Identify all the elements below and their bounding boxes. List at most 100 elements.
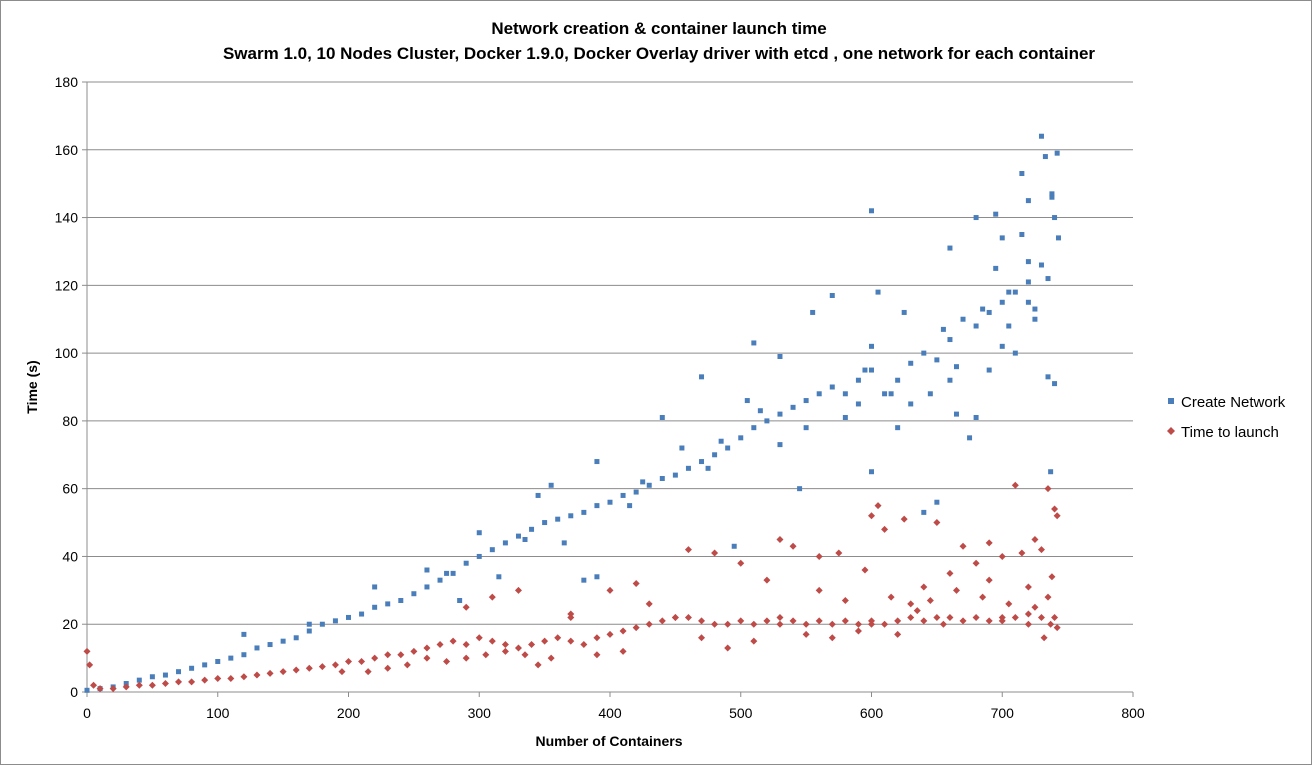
data-point-time-to-launch: [724, 644, 732, 652]
data-point-create-network: [940, 326, 946, 332]
data-point-create-network: [535, 492, 541, 498]
data-point-time-to-launch: [894, 617, 902, 625]
data-point-time-to-launch: [632, 580, 640, 588]
data-point-create-network: [149, 674, 155, 680]
data-point-create-network: [816, 391, 822, 397]
data-point-time-to-launch: [776, 536, 784, 543]
data-point-time-to-launch: [763, 617, 771, 625]
data-point-create-network: [869, 343, 874, 349]
data-point-time-to-launch: [828, 620, 836, 628]
data-point-time-to-launch: [1044, 485, 1052, 493]
data-point-create-network: [967, 435, 973, 441]
data-point-time-to-launch: [946, 613, 954, 621]
data-point-time-to-launch: [750, 620, 758, 628]
data-point-time-to-launch: [907, 613, 915, 621]
data-point-time-to-launch: [279, 668, 287, 676]
data-point-time-to-launch: [606, 630, 614, 638]
data-point-time-to-launch: [619, 647, 627, 655]
data-point-create-network: [1032, 306, 1038, 312]
data-point-time-to-launch: [711, 549, 719, 557]
x-axis-label: Number of Containers: [535, 733, 682, 749]
data-point-create-network: [921, 350, 927, 356]
data-point-time-to-launch: [828, 634, 836, 642]
data-point-create-network: [777, 354, 783, 359]
data-point-time-to-launch: [318, 663, 326, 671]
data-point-create-network: [973, 215, 979, 221]
data-point-time-to-launch: [1031, 536, 1039, 543]
data-point-time-to-launch: [874, 502, 882, 510]
data-point-create-network: [862, 367, 868, 373]
data-point-time-to-launch: [201, 676, 209, 684]
x-tick-label: 500: [729, 705, 753, 721]
legend-marker-time-to-launch: [1167, 427, 1175, 435]
data-point-create-network: [1012, 289, 1018, 295]
data-point-create-network: [744, 398, 750, 404]
data-point-time-to-launch: [397, 651, 405, 659]
y-tick-label: 160: [55, 142, 79, 158]
y-tick-label: 140: [55, 210, 79, 226]
data-point-create-network: [731, 543, 737, 549]
data-point-create-network: [228, 655, 234, 661]
data-point-time-to-launch: [998, 552, 1006, 560]
data-point-create-network: [803, 425, 809, 431]
data-point-create-network: [594, 459, 600, 465]
data-point-create-network: [1038, 133, 1044, 139]
data-point-create-network: [659, 476, 665, 481]
data-point-create-network: [764, 418, 770, 424]
data-point-time-to-launch: [521, 651, 529, 659]
data-point-create-network: [1025, 259, 1031, 265]
data-point-create-network: [953, 411, 959, 417]
data-point-create-network: [777, 442, 783, 448]
data-point-time-to-launch: [364, 668, 372, 676]
x-tick-label: 600: [860, 705, 884, 721]
data-point-create-network: [581, 577, 587, 583]
data-point-create-network: [1006, 323, 1012, 329]
data-point-time-to-launch: [475, 634, 483, 642]
data-point-time-to-launch: [410, 647, 418, 655]
data-point-time-to-launch: [358, 658, 366, 665]
data-point-create-network: [999, 299, 1005, 305]
data-point-time-to-launch: [331, 661, 339, 669]
data-point-time-to-launch: [266, 669, 274, 677]
data-point-create-network: [1038, 262, 1044, 268]
data-point-time-to-launch: [501, 641, 509, 649]
data-point-create-network: [888, 391, 894, 397]
data-point-time-to-launch: [1031, 603, 1039, 611]
data-point-time-to-launch: [1037, 546, 1045, 554]
data-point-create-network: [496, 574, 502, 580]
data-point-create-network: [1055, 235, 1061, 241]
data-point-create-network: [993, 211, 999, 217]
data-point-create-network: [797, 486, 803, 492]
data-point-create-network: [202, 662, 208, 668]
data-point-create-network: [515, 533, 521, 539]
x-tick-label: 700: [991, 705, 1015, 721]
gridlines: [82, 81, 1133, 693]
data-point-time-to-launch: [776, 613, 784, 621]
data-point-time-to-launch: [514, 586, 522, 594]
data-point-create-network: [993, 265, 999, 271]
data-point-time-to-launch: [632, 624, 640, 632]
data-point-create-network: [1006, 289, 1012, 295]
data-point-create-network: [973, 415, 979, 420]
data-point-time-to-launch: [802, 620, 810, 628]
data-point-time-to-launch: [1047, 620, 1055, 628]
data-point-time-to-launch: [802, 630, 810, 638]
legend: Create Network Time to launch: [1167, 394, 1286, 441]
data-point-time-to-launch: [658, 617, 666, 625]
data-point-create-network: [699, 459, 705, 465]
data-point-time-to-launch: [711, 620, 719, 628]
data-point-create-network: [450, 570, 456, 576]
data-point-create-network: [1048, 469, 1054, 475]
data-point-time-to-launch: [449, 637, 457, 645]
data-point-time-to-launch: [887, 593, 895, 601]
data-point-create-network: [306, 621, 312, 627]
x-tick-label: 0: [83, 705, 91, 721]
data-point-create-network: [685, 465, 691, 471]
data-point-create-network: [705, 465, 711, 471]
data-point-time-to-launch: [567, 637, 575, 645]
data-point-time-to-launch: [815, 617, 823, 625]
data-point-create-network: [522, 537, 528, 542]
data-point-time-to-launch: [939, 620, 947, 628]
data-point-create-network: [725, 445, 731, 451]
